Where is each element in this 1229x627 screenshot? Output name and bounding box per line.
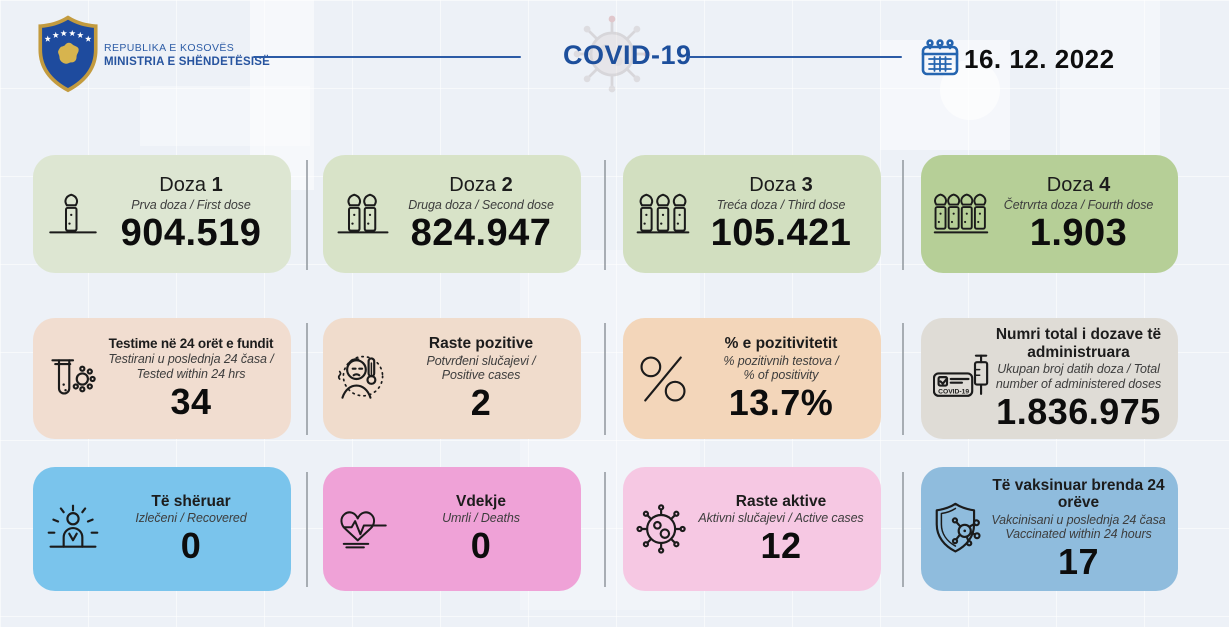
column-separator [306,160,308,270]
card-value: 12 [760,525,802,567]
card-dose-3: Doza 3 Treća doza / Third dose 105.421 [623,155,881,273]
column-separator [604,323,606,435]
percent-icon [635,350,691,408]
card-subtitle: Ukupan broj datih doza / Total number of… [995,362,1162,391]
card-title: Të vaksinuar brenda 24 orëve [992,476,1165,512]
ministry-name: REPUBLIKA E KOSOVËS MINISTRIA E SHËNDETË… [104,42,270,70]
kosovo-coat-of-arms [38,15,98,93]
card-total-doses: COVID-19 Numri total i dozave të adminis… [921,318,1178,439]
card-positive-cases: Raste pozitive Potvrđeni slučajevi / Pos… [323,318,581,439]
header-divider-right [688,56,902,58]
ampoule-2-icon [335,185,391,243]
card-title: Vdekje [456,493,506,511]
vaccine-certificate-syringe-icon: COVID-19 [933,350,989,408]
card-title: Të shëruar [151,493,231,511]
card-deaths: Vdekje Umrli / Deaths 0 [323,467,581,591]
card-title: Doza 1 [159,174,223,197]
card-value: 1.836.975 [996,390,1161,432]
card-subtitle: % pozitivnih testova / % of positivity [723,353,839,383]
decor-block [140,86,310,146]
card-subtitle: Potvrđeni slučajevi / Positive cases [426,353,536,383]
card-title: Numri total i dozave të administruara [995,326,1162,361]
card-subtitle: Treća doza / Third dose [716,197,846,212]
test-tube-virus-icon [45,350,101,408]
decor-block [1060,0,1160,160]
column-separator [902,160,904,270]
heart-pulse-icon [335,500,391,558]
card-subtitle: Umrli / Deaths [442,511,520,526]
card-subtitle: Četrvrta doza / Fourth dose [1003,197,1154,212]
ampoule-3-icon [635,185,691,243]
card-title: Doza 2 [449,174,513,197]
card-dose-1: Doza 1 Prva doza / First dose 904.519 [33,155,291,273]
card-subtitle: Druga doza / Second dose [408,197,554,212]
card-vaccinated-24h: Të vaksinuar brenda 24 orëve Vakcinisani… [921,467,1178,591]
card-title: Doza 3 [749,174,813,197]
recovered-person-icon [45,500,101,558]
page-title: COVID-19 [563,40,692,70]
card-value: 17 [1057,541,1100,583]
card-value: 2 [470,382,492,424]
card-title: Testime në 24 orët e fundit [108,336,274,352]
card-value: 34 [170,380,212,422]
card-dose-4: Doza 4 Četrvrta doza / Fourth dose 1.903 [921,155,1178,273]
card-value: 824.947 [410,211,552,254]
card-subtitle: Aktivni slučajevi / Active cases [698,511,864,526]
column-separator [604,472,606,587]
report-date: 16. 12. 2022 [964,44,1115,74]
card-recovered: Të shëruar Izlečeni / Recovered 0 [33,467,291,591]
column-separator [604,160,606,270]
card-title: Doza 4 [1046,174,1111,197]
column-separator [902,323,904,435]
card-title: % e pozitivitetit [724,335,838,353]
card-subtitle: Izlečeni / Recovered [135,511,247,526]
ampoule-1-icon [45,185,101,243]
virus-watermark-icon [573,15,651,93]
card-value: 0 [470,525,492,567]
card-subtitle: Testirani u poslednja 24 časa / Tested w… [108,352,274,382]
column-separator [306,472,308,587]
ampoule-4-icon [933,185,989,243]
card-tests-24h: Testime në 24 orët e fundit Testirani u … [33,318,291,439]
card-title: Raste aktive [735,493,827,511]
shield-virus-icon [933,500,989,558]
card-value: 0 [180,525,202,567]
card-value: 13.7% [728,382,834,424]
svg-text:COVID-19: COVID-19 [938,388,969,395]
column-separator [902,472,904,587]
card-positivity-rate: % e pozitivitetit % pozitivnih testova /… [623,318,881,439]
virus-icon [635,500,691,558]
card-value: 904.519 [120,211,262,254]
card-value: 1.903 [1029,211,1128,254]
card-value: 105.421 [710,211,852,254]
column-separator [306,323,308,435]
card-dose-2: Doza 2 Druga doza / Second dose 824.947 [323,155,581,273]
card-title: Raste pozitive [428,335,534,353]
republic-label: REPUBLIKA E KOSOVËS [104,42,235,54]
ministry-label: MINISTRIA E SHËNDETËSISË [104,56,271,69]
card-subtitle: Vakcinisani u poslednja 24 časa Vaccinat… [991,512,1166,542]
card-subtitle: Prva doza / First dose [131,197,251,212]
header-divider-left [253,56,521,58]
calendar-icon [921,39,959,76]
sick-person-icon [335,350,391,408]
card-active-cases: Raste aktive Aktivni slučajevi / Active … [623,467,881,591]
